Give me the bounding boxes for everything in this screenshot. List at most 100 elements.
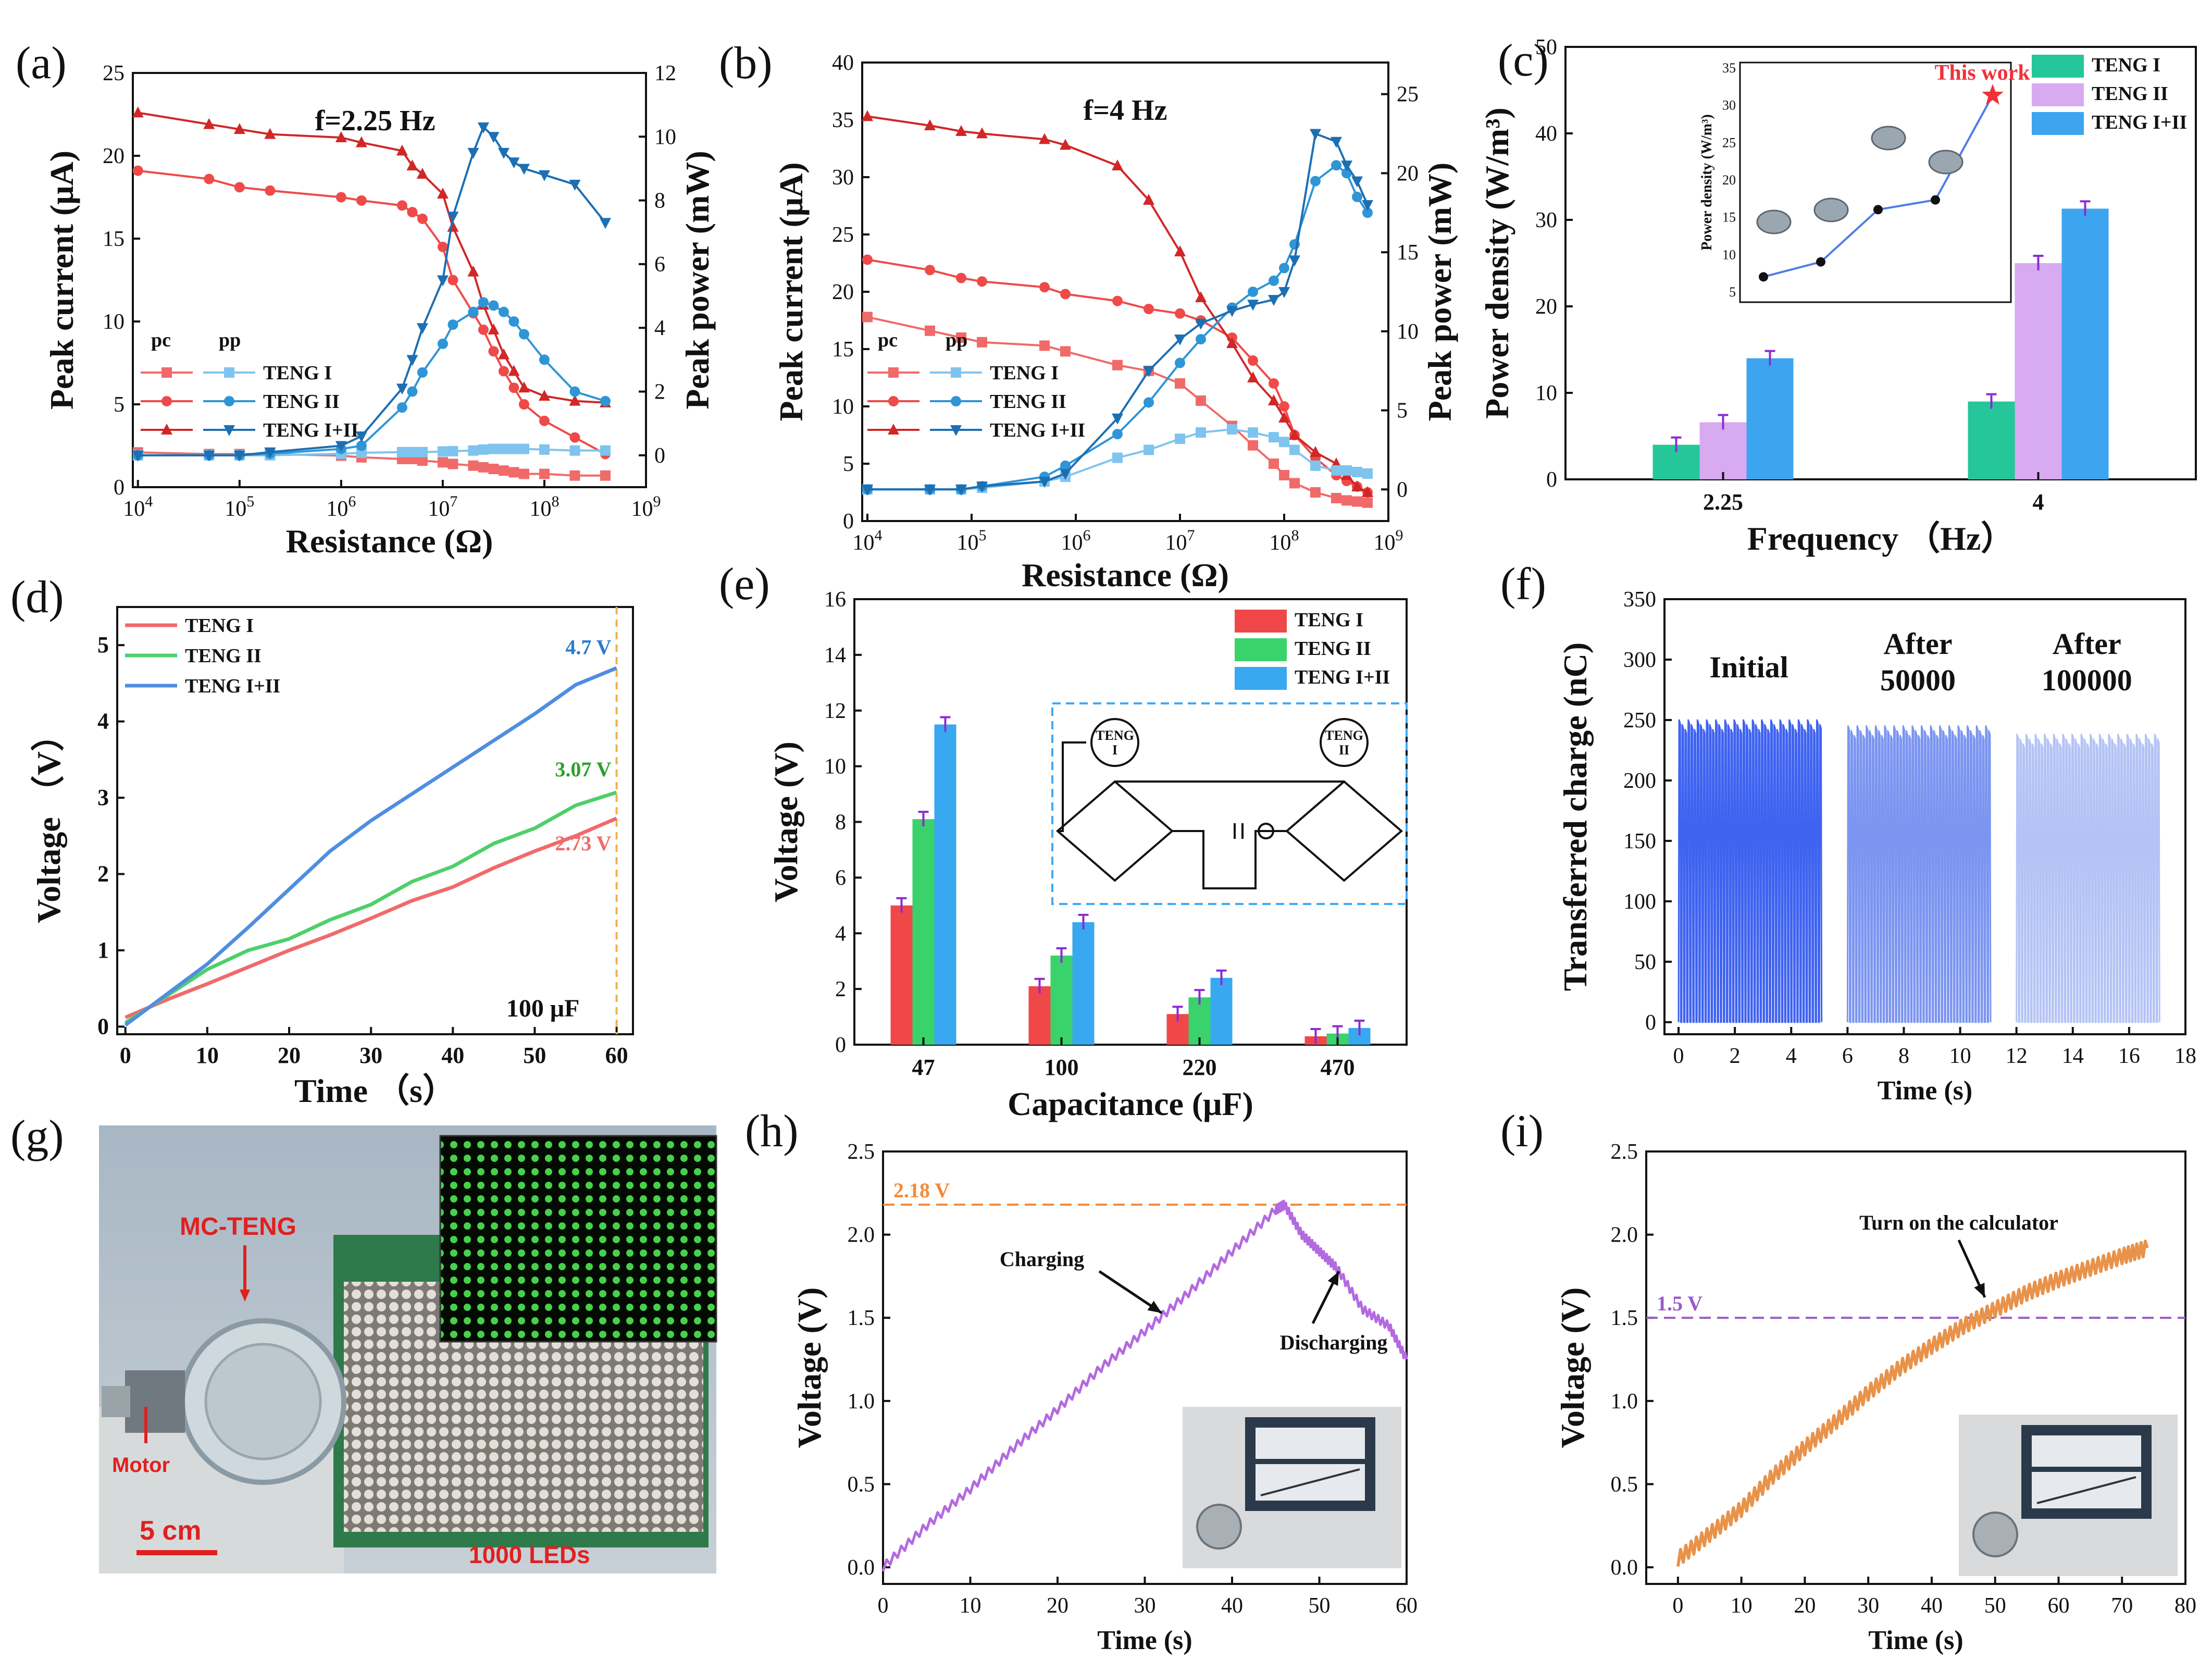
marker-triangle-up <box>518 381 530 393</box>
marker-circle <box>1112 295 1123 306</box>
y-tick-label: 0 <box>843 510 854 534</box>
y-tick-label: 2 <box>97 861 109 887</box>
marker-square <box>437 446 448 457</box>
panel-i: 0 10 20 30 40 50 60 70 80 0.0 0.5 1.0 1.5 2.0 2.5 1.5 V… <box>1500 1106 2196 1655</box>
marker-triangle-up <box>1278 412 1290 423</box>
marker-circle <box>1310 176 1321 187</box>
marker-circle <box>224 396 234 406</box>
y-tick-label: 4 <box>97 709 109 734</box>
marker-square <box>1352 466 1362 477</box>
marker-square <box>1175 378 1185 389</box>
marker-square <box>1112 452 1123 463</box>
legend-header: pp <box>946 329 967 351</box>
marker-square <box>396 447 407 457</box>
marker-triangle-down <box>264 447 276 459</box>
y-tick-label: 40 <box>1535 122 1557 146</box>
marker-triangle-up <box>862 110 873 121</box>
x-tick-label: 109 <box>1374 527 1403 555</box>
x-tick-label: 4 <box>1786 1044 1797 1068</box>
rectifier-bridge <box>1285 780 1403 882</box>
marker-square <box>1269 432 1279 443</box>
marker-triangle-down <box>1289 255 1300 267</box>
panel-f: 0 2 4 6 8 10 12 14 16 18 0 50 100 150 200 250 300 350 Init… <box>1500 559 2196 1106</box>
x-tick-label: 40 <box>441 1043 464 1068</box>
bar <box>1028 986 1051 1045</box>
x-axis-title: Capacitance (μF) <box>1008 1085 1253 1122</box>
x-tick-label: 109 <box>631 493 661 521</box>
inset-point <box>1931 195 1940 205</box>
marker-circle <box>234 182 245 193</box>
marker-square <box>498 465 509 476</box>
marker-square <box>1362 497 1373 508</box>
marker-triangle-down <box>396 383 408 395</box>
marker-triangle-down <box>569 180 581 191</box>
marker-triangle-down <box>498 147 509 159</box>
teng-1-symbol <box>1090 718 1139 767</box>
motor-label: Motor <box>112 1454 170 1477</box>
y-right-tick-label: 4 <box>654 316 665 340</box>
marker-square <box>468 445 479 456</box>
device-in-photo <box>1196 1504 1242 1550</box>
x-tick-label: 30 <box>359 1043 382 1068</box>
x-tick-label: 80 <box>2174 1594 2196 1618</box>
y-tick-label: 300 <box>1623 648 1656 672</box>
marker-circle <box>356 195 367 206</box>
legend-label: TENG I+II <box>185 675 280 697</box>
marker-circle <box>437 241 448 252</box>
marker-triangle-up <box>1039 133 1050 144</box>
x-tick-label: 50 <box>1309 1594 1331 1618</box>
marker-triangle-up <box>508 365 520 376</box>
marker-triangle-up <box>1289 429 1300 440</box>
y-tick-label: 1.0 <box>1611 1390 1638 1414</box>
marker-triangle-down <box>437 275 449 287</box>
x-tick-label: 0 <box>878 1594 889 1618</box>
teng-2-number: II <box>1339 742 1349 758</box>
marker-square <box>600 470 611 481</box>
capacitance-note: 100 μF <box>506 995 580 1022</box>
segment-label: 50000 <box>1880 663 1956 697</box>
marker-circle <box>417 367 428 378</box>
legend-swatch <box>1235 638 1287 661</box>
legend-swatch <box>2032 55 2084 78</box>
marker-triangle-up <box>1143 194 1154 205</box>
legend-header: pc <box>151 329 171 351</box>
marker-triangle-up <box>396 144 408 156</box>
y-tick-label: 150 <box>1623 829 1656 853</box>
y-tick-label: 0 <box>1546 468 1557 492</box>
marker-triangle-up <box>1310 446 1321 457</box>
marker-square <box>1279 437 1289 448</box>
marker-triangle-down <box>203 450 215 462</box>
charge-trace <box>1846 725 1992 1023</box>
y-right-tick-label: 15 <box>1397 241 1419 265</box>
segment-label: 100000 <box>2042 663 2132 697</box>
y-tick-label: 25 <box>103 61 125 85</box>
marker-triangle-up <box>976 127 988 139</box>
marker-triangle-up <box>955 125 967 136</box>
marker-triangle-down <box>355 431 367 443</box>
marker-circle <box>265 185 276 196</box>
marker-circle <box>1196 334 1206 345</box>
x-tick-label: 104 <box>853 527 883 555</box>
circuit-frame <box>1051 702 1408 905</box>
marker-triangle-down <box>1341 160 1352 172</box>
inset-y-tick-label: 25 <box>1722 135 1736 150</box>
x-tick-label: 10 <box>1949 1044 1971 1068</box>
marker-triangle-up <box>233 123 245 134</box>
marker-circle <box>478 297 489 308</box>
marker-circle <box>1352 191 1362 202</box>
marker-circle <box>161 396 172 406</box>
marker-triangle-down <box>1174 335 1186 346</box>
x-tick-label: 4 <box>2033 489 2044 515</box>
marker-circle <box>1269 275 1279 286</box>
y-tick-label: 1 <box>97 937 109 963</box>
marker-circle <box>508 382 519 393</box>
charge-trace <box>1677 719 1823 1023</box>
x-tick-label: 108 <box>529 493 559 521</box>
marker-triangle-up <box>406 159 418 171</box>
plot-frame <box>1564 46 2197 480</box>
inset-y-tick-label: 20 <box>1722 172 1736 188</box>
x-tick-label: 0 <box>120 1043 131 1068</box>
device-in-photo <box>1972 1512 2018 1557</box>
panel-d: 0 10 20 30 40 50 60 0 1 2 3 4 5 4.7 V 3.07 V 2.73 V 100 … <box>10 572 634 1109</box>
